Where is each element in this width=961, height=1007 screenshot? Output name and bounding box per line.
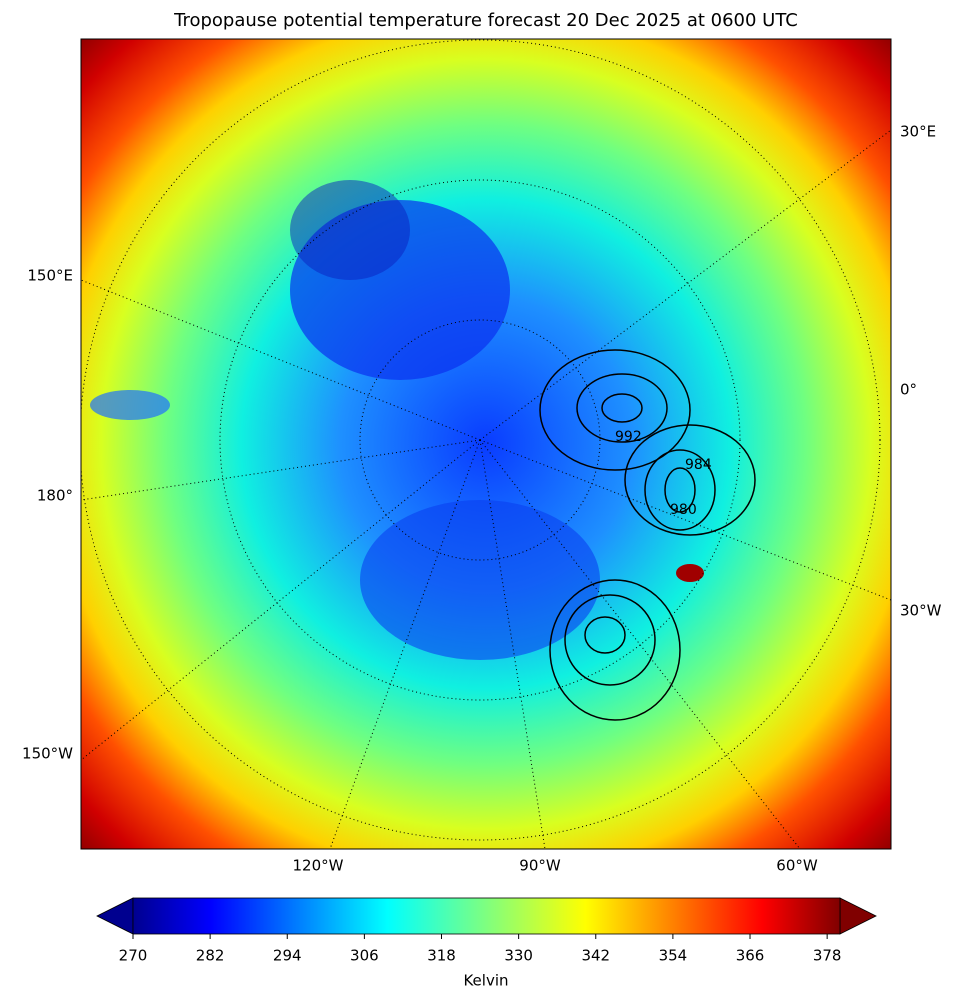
contour-label: 984 xyxy=(685,457,712,473)
cold-region xyxy=(360,500,600,660)
graticule xyxy=(81,39,891,849)
lon-label: 150°E xyxy=(27,267,73,285)
lon-label: 30°W xyxy=(900,602,942,620)
map: 992 984 980 xyxy=(81,39,891,849)
colorbar-tick-label: 366 xyxy=(736,947,765,965)
colorbar-tick-label: 270 xyxy=(119,947,148,965)
map-field xyxy=(81,39,891,849)
contour-label: 980 xyxy=(670,502,697,518)
colorbar-tick-label: 330 xyxy=(504,947,533,965)
cold-region xyxy=(90,390,170,420)
colorbar-scale xyxy=(132,897,841,935)
colorbar-tick-label: 282 xyxy=(196,947,225,965)
lon-label: 0° xyxy=(900,381,917,399)
pressure-contours xyxy=(539,349,756,721)
map-frame xyxy=(80,38,892,850)
colorbar: 270 282 294 306 318 330 342 354 366 378 xyxy=(96,897,877,965)
lon-label: 30°E xyxy=(900,123,936,141)
warm-spot xyxy=(676,564,704,582)
lon-label: 60°W xyxy=(776,857,818,875)
title: Tropopause potential temperature forecas… xyxy=(173,10,798,31)
cold-region xyxy=(290,180,410,280)
colorbar-label: Kelvin xyxy=(463,972,508,990)
contour-label: 992 xyxy=(615,429,642,445)
colorbar-tick-label: 318 xyxy=(427,947,456,965)
colorbar-tick-label: 294 xyxy=(273,947,302,965)
lon-label: 90°W xyxy=(519,857,561,875)
lon-label: 120°W xyxy=(293,857,344,875)
colorbar-tick-label: 378 xyxy=(813,947,842,965)
colorbar-tick-label: 306 xyxy=(350,947,379,965)
colorbar-tick-label: 342 xyxy=(581,947,610,965)
colorbar-extend-high xyxy=(839,897,877,935)
lon-label: 180° xyxy=(37,487,73,505)
colorbar-tick-label: 354 xyxy=(659,947,688,965)
lon-label: 150°W xyxy=(22,745,73,763)
colorbar-extend-low xyxy=(96,897,134,935)
